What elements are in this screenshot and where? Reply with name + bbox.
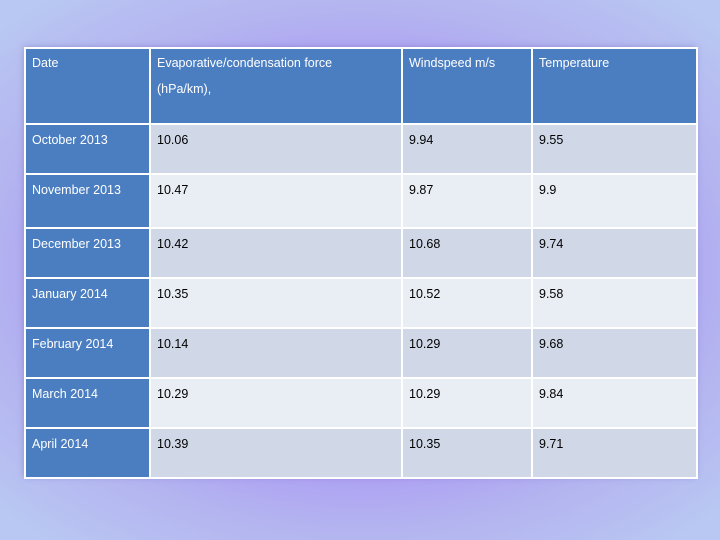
row-temperature: 9.9 (531, 173, 698, 229)
row-force: 10.06 (149, 123, 403, 175)
row-force: 10.39 (149, 427, 403, 479)
row-temperature: 9.84 (531, 377, 698, 429)
row-date: October 2013 (24, 123, 151, 175)
row-date: March 2014 (24, 377, 151, 429)
table-row: December 2013 10.42 10.68 9.74 (24, 227, 698, 279)
row-temperature: 9.55 (531, 123, 698, 175)
row-windspeed: 10.68 (401, 227, 533, 279)
row-windspeed: 9.87 (401, 173, 533, 229)
table-row: November 2013 10.47 9.87 9.9 (24, 173, 698, 229)
row-temperature: 9.74 (531, 227, 698, 279)
row-windspeed: 9.94 (401, 123, 533, 175)
header-force-line2: (hPa/km), (157, 81, 212, 96)
header-force: Evaporative/condensation force (hPa/km), (149, 47, 403, 125)
table-row: January 2014 10.35 10.52 9.58 (24, 277, 698, 329)
row-date: November 2013 (24, 173, 151, 229)
table-header-row: Date Evaporative/condensation force (hPa… (24, 47, 698, 125)
table-row: March 2014 10.29 10.29 9.84 (24, 377, 698, 429)
row-temperature: 9.71 (531, 427, 698, 479)
row-windspeed: 10.35 (401, 427, 533, 479)
row-windspeed: 10.52 (401, 277, 533, 329)
row-temperature: 9.68 (531, 327, 698, 379)
table-row: October 2013 10.06 9.94 9.55 (24, 123, 698, 175)
table-row: April 2014 10.39 10.35 9.71 (24, 427, 698, 479)
row-force: 10.47 (149, 173, 403, 229)
header-force-line1: Evaporative/condensation force (157, 56, 333, 70)
row-date: January 2014 (24, 277, 151, 329)
row-windspeed: 10.29 (401, 327, 533, 379)
header-windspeed: Windspeed m/s (401, 47, 533, 125)
row-windspeed: 10.29 (401, 377, 533, 429)
data-table: Date Evaporative/condensation force (hPa… (24, 47, 698, 479)
table-frame: Date Evaporative/condensation force (hPa… (24, 47, 698, 479)
row-force: 10.29 (149, 377, 403, 429)
row-date: April 2014 (24, 427, 151, 479)
row-force: 10.14 (149, 327, 403, 379)
row-force: 10.42 (149, 227, 403, 279)
row-temperature: 9.58 (531, 277, 698, 329)
header-temperature: Temperature (531, 47, 698, 125)
row-force: 10.35 (149, 277, 403, 329)
row-date: February 2014 (24, 327, 151, 379)
row-date: December 2013 (24, 227, 151, 279)
table-row: February 2014 10.14 10.29 9.68 (24, 327, 698, 379)
header-date: Date (24, 47, 151, 125)
